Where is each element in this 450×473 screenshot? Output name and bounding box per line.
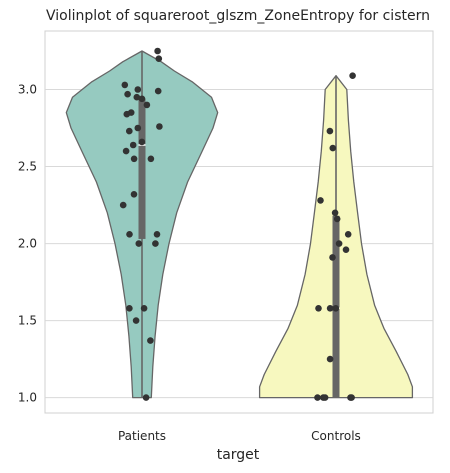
data-point (134, 124, 142, 132)
data-point (342, 246, 350, 253)
data-point (314, 394, 321, 401)
data-point (126, 305, 133, 312)
data-point (332, 305, 340, 312)
data-point (130, 191, 138, 198)
data-point (326, 305, 334, 312)
data-point (155, 55, 163, 62)
data-point (152, 240, 159, 247)
data-point (140, 305, 148, 312)
data-point (126, 231, 133, 238)
data-point (154, 47, 161, 55)
y-tick-labels: 1.0 1.5 2.0 2.5 3.0 (18, 83, 37, 405)
y-tick-label: 3.0 (18, 83, 37, 97)
iqr-box-patients (138, 98, 146, 239)
y-tick-label: 1.5 (18, 314, 37, 328)
data-point (134, 86, 142, 93)
data-point (344, 231, 352, 238)
data-point (138, 95, 146, 103)
data-point (135, 240, 143, 247)
data-point (329, 254, 336, 261)
y-tick-label: 1.0 (18, 391, 37, 405)
data-point (133, 93, 141, 101)
data-point (143, 101, 151, 109)
data-point (321, 394, 329, 401)
data-point (147, 337, 154, 344)
chart-title: Violinplot of squareroot_glszm_ZoneEntro… (46, 8, 430, 24)
data-point (349, 72, 356, 79)
data-point (326, 355, 334, 363)
data-point (130, 155, 138, 163)
data-point (124, 90, 131, 98)
data-point (315, 305, 322, 312)
data-point (154, 87, 162, 95)
x-tick-label: Controls (311, 429, 361, 443)
data-point (326, 127, 334, 135)
data-point (138, 138, 146, 146)
data-point (335, 240, 343, 247)
data-point (156, 123, 163, 130)
x-tick-label: Patients (118, 429, 166, 443)
data-point (129, 141, 137, 149)
data-point (333, 215, 341, 223)
data-point (147, 155, 155, 163)
data-point (329, 144, 337, 152)
data-point (119, 201, 127, 209)
data-point (121, 81, 129, 89)
x-tick-labels: Patients Controls (118, 429, 361, 443)
y-tick-label: 2.5 (18, 160, 37, 174)
x-axis-label: target (217, 447, 260, 463)
data-point (348, 394, 355, 401)
data-point (317, 197, 324, 204)
data-point (122, 147, 130, 155)
data-point (142, 394, 150, 401)
data-points (119, 47, 356, 401)
data-point (132, 317, 140, 324)
data-point (123, 110, 131, 118)
y-tick-label: 2.0 (18, 237, 37, 251)
data-point (153, 231, 161, 238)
data-point (331, 209, 339, 217)
data-point (126, 127, 133, 135)
